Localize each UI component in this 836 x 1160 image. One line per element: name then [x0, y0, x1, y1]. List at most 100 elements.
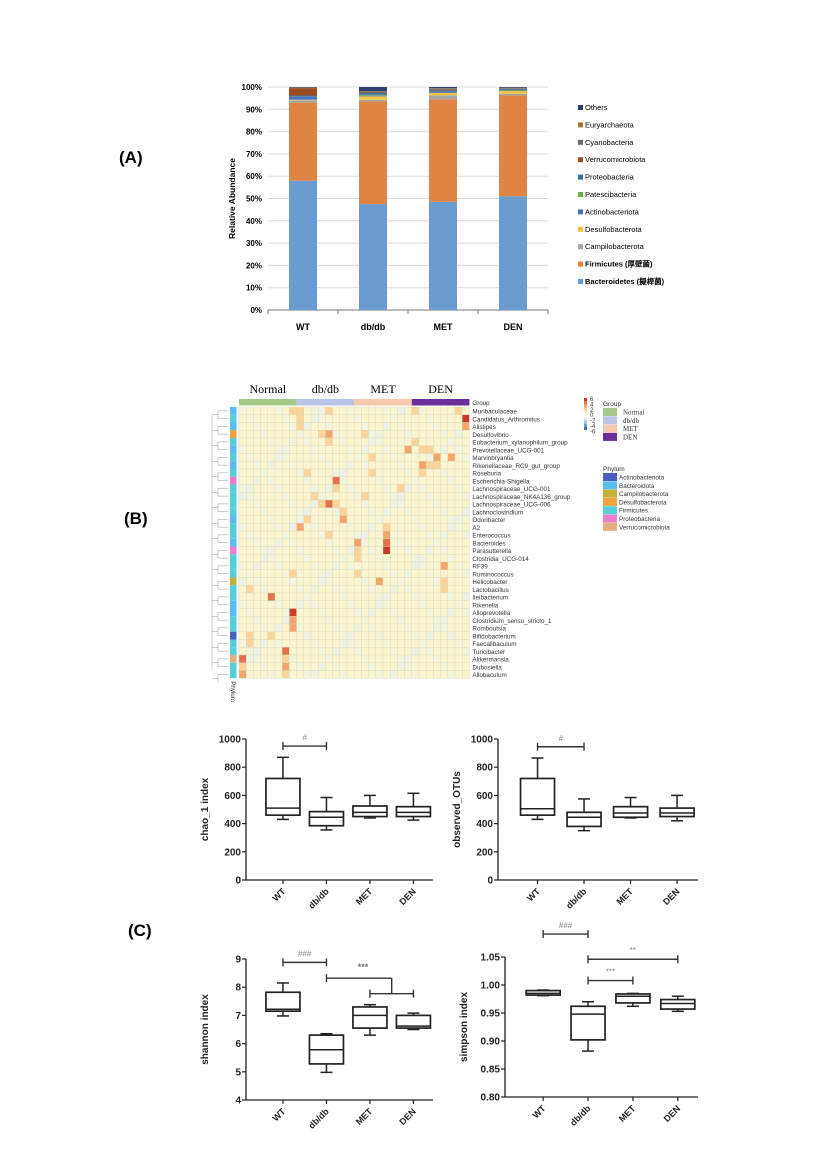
heatmap-cell [368, 647, 377, 656]
heatmap-cell [310, 538, 319, 547]
heatmap-cell [282, 414, 290, 423]
colorbar-step [584, 417, 587, 421]
heatmap-cell [462, 437, 470, 446]
heatmap-cell [282, 561, 290, 570]
heatmap-cell [404, 631, 413, 640]
heatmap-cell [404, 406, 413, 415]
heatmap-cell [318, 592, 326, 601]
heatmap-cell [267, 662, 276, 671]
row-label: Prevotellaceae_UCG-001 [472, 447, 544, 454]
heatmap-cell [339, 406, 348, 415]
y-tick-label: 5 [235, 1067, 241, 1078]
legend: Others Euryarchaeota Cyanobacteria Verrucom… [578, 103, 665, 286]
heatmap-cell [368, 445, 377, 454]
heatmap-cell [339, 445, 348, 454]
heatmap-cell [440, 577, 449, 586]
heatmap-cell [440, 639, 449, 648]
heatmap-cell [454, 554, 463, 563]
heatmap-cell [447, 592, 456, 601]
heatmap-cell [267, 600, 276, 609]
heatmap-cell [267, 414, 276, 423]
heatmap-cell [296, 608, 305, 617]
heatmap-cell [245, 515, 254, 524]
heatmap-cell [375, 422, 384, 431]
heatmap-cell [274, 445, 283, 454]
legend-phylum-swatch [603, 481, 617, 490]
heatmap-cell [318, 499, 326, 508]
heatmap-cell [426, 647, 434, 656]
heatmap-cell [260, 468, 269, 477]
heatmap-cell [411, 654, 420, 663]
heatmap-cell [332, 561, 341, 570]
heatmap-cell [289, 546, 297, 555]
bar-segment [289, 100, 317, 103]
colorbar-tick: -4 [590, 424, 596, 430]
phylum-annotation-cell [230, 585, 237, 593]
heatmap-cell [390, 577, 398, 586]
heatmap-cell [267, 461, 276, 470]
heatmap-cell [296, 623, 305, 632]
heatmap-cell [411, 546, 420, 555]
heatmap-cell [339, 453, 348, 462]
y-tick-label: 1000 [219, 735, 242, 746]
heatmap-cell [267, 639, 276, 648]
heatmap-cell [418, 430, 427, 439]
heatmap-cell [418, 484, 427, 493]
heatmap-cell [267, 623, 276, 632]
heatmap-cell [325, 569, 333, 578]
heatmap-cell [339, 561, 348, 570]
heatmap-cell [433, 422, 441, 431]
heatmap-cell [325, 670, 333, 679]
heatmap-cell [303, 631, 312, 640]
heatmap-cell [282, 453, 290, 462]
heatmap-cell [382, 523, 391, 532]
bar-segment [499, 95, 527, 197]
heatmap-cell [411, 561, 420, 570]
heatmap-cell [447, 530, 456, 539]
heatmap-cell [332, 623, 341, 632]
heatmap-cell [274, 422, 283, 431]
box [659, 998, 696, 1010]
y-tick-label: 4 [235, 1096, 241, 1107]
heatmap-cell [289, 492, 297, 501]
bar-segment [499, 91, 527, 94]
heatmap-cell [318, 561, 326, 570]
y-tick-label: 10% [246, 284, 262, 293]
heatmap-cell [253, 515, 261, 524]
heatmap-cell [368, 600, 377, 609]
heatmap-cell [238, 422, 247, 431]
heatmap-cell [296, 430, 305, 439]
heatmap-cell [274, 561, 283, 570]
heatmap-cell [404, 569, 413, 578]
heatmap-cell [397, 515, 405, 524]
heatmap-cell [397, 654, 405, 663]
heatmap-cell [303, 430, 312, 439]
y-tick-label: 400 [476, 819, 493, 830]
heatmap-cell [318, 608, 326, 617]
heatmap-cell [260, 569, 269, 578]
heatmap-cell [454, 530, 463, 539]
phylum-annotation-cell [230, 484, 237, 493]
heatmap-cell [260, 406, 269, 415]
heatmap-cell [368, 461, 377, 470]
heatmap-cell [418, 406, 427, 415]
heatmap-cell [260, 623, 269, 632]
heatmap-cell [404, 600, 413, 609]
heatmap-cell [325, 623, 333, 632]
heatmap-cell [440, 631, 449, 640]
heatmap-cell [346, 616, 355, 625]
heatmap-cell [318, 507, 326, 516]
heatmap-cell [274, 430, 283, 439]
heatmap-cell [253, 453, 261, 462]
phylum-annotation-cell [230, 507, 237, 516]
heatmap-cell [296, 569, 305, 578]
heatmap-cell [274, 623, 283, 632]
heatmap-cell [426, 577, 434, 586]
row-label: Lachnospiraceae_UCG-006 [472, 502, 551, 509]
heatmap-cell [332, 492, 341, 501]
heatmap-cell [303, 445, 312, 454]
heatmap-cell [238, 499, 247, 508]
heatmap-cell [303, 468, 312, 477]
group-header: MET [370, 382, 396, 396]
heatmap-cell [411, 554, 420, 563]
